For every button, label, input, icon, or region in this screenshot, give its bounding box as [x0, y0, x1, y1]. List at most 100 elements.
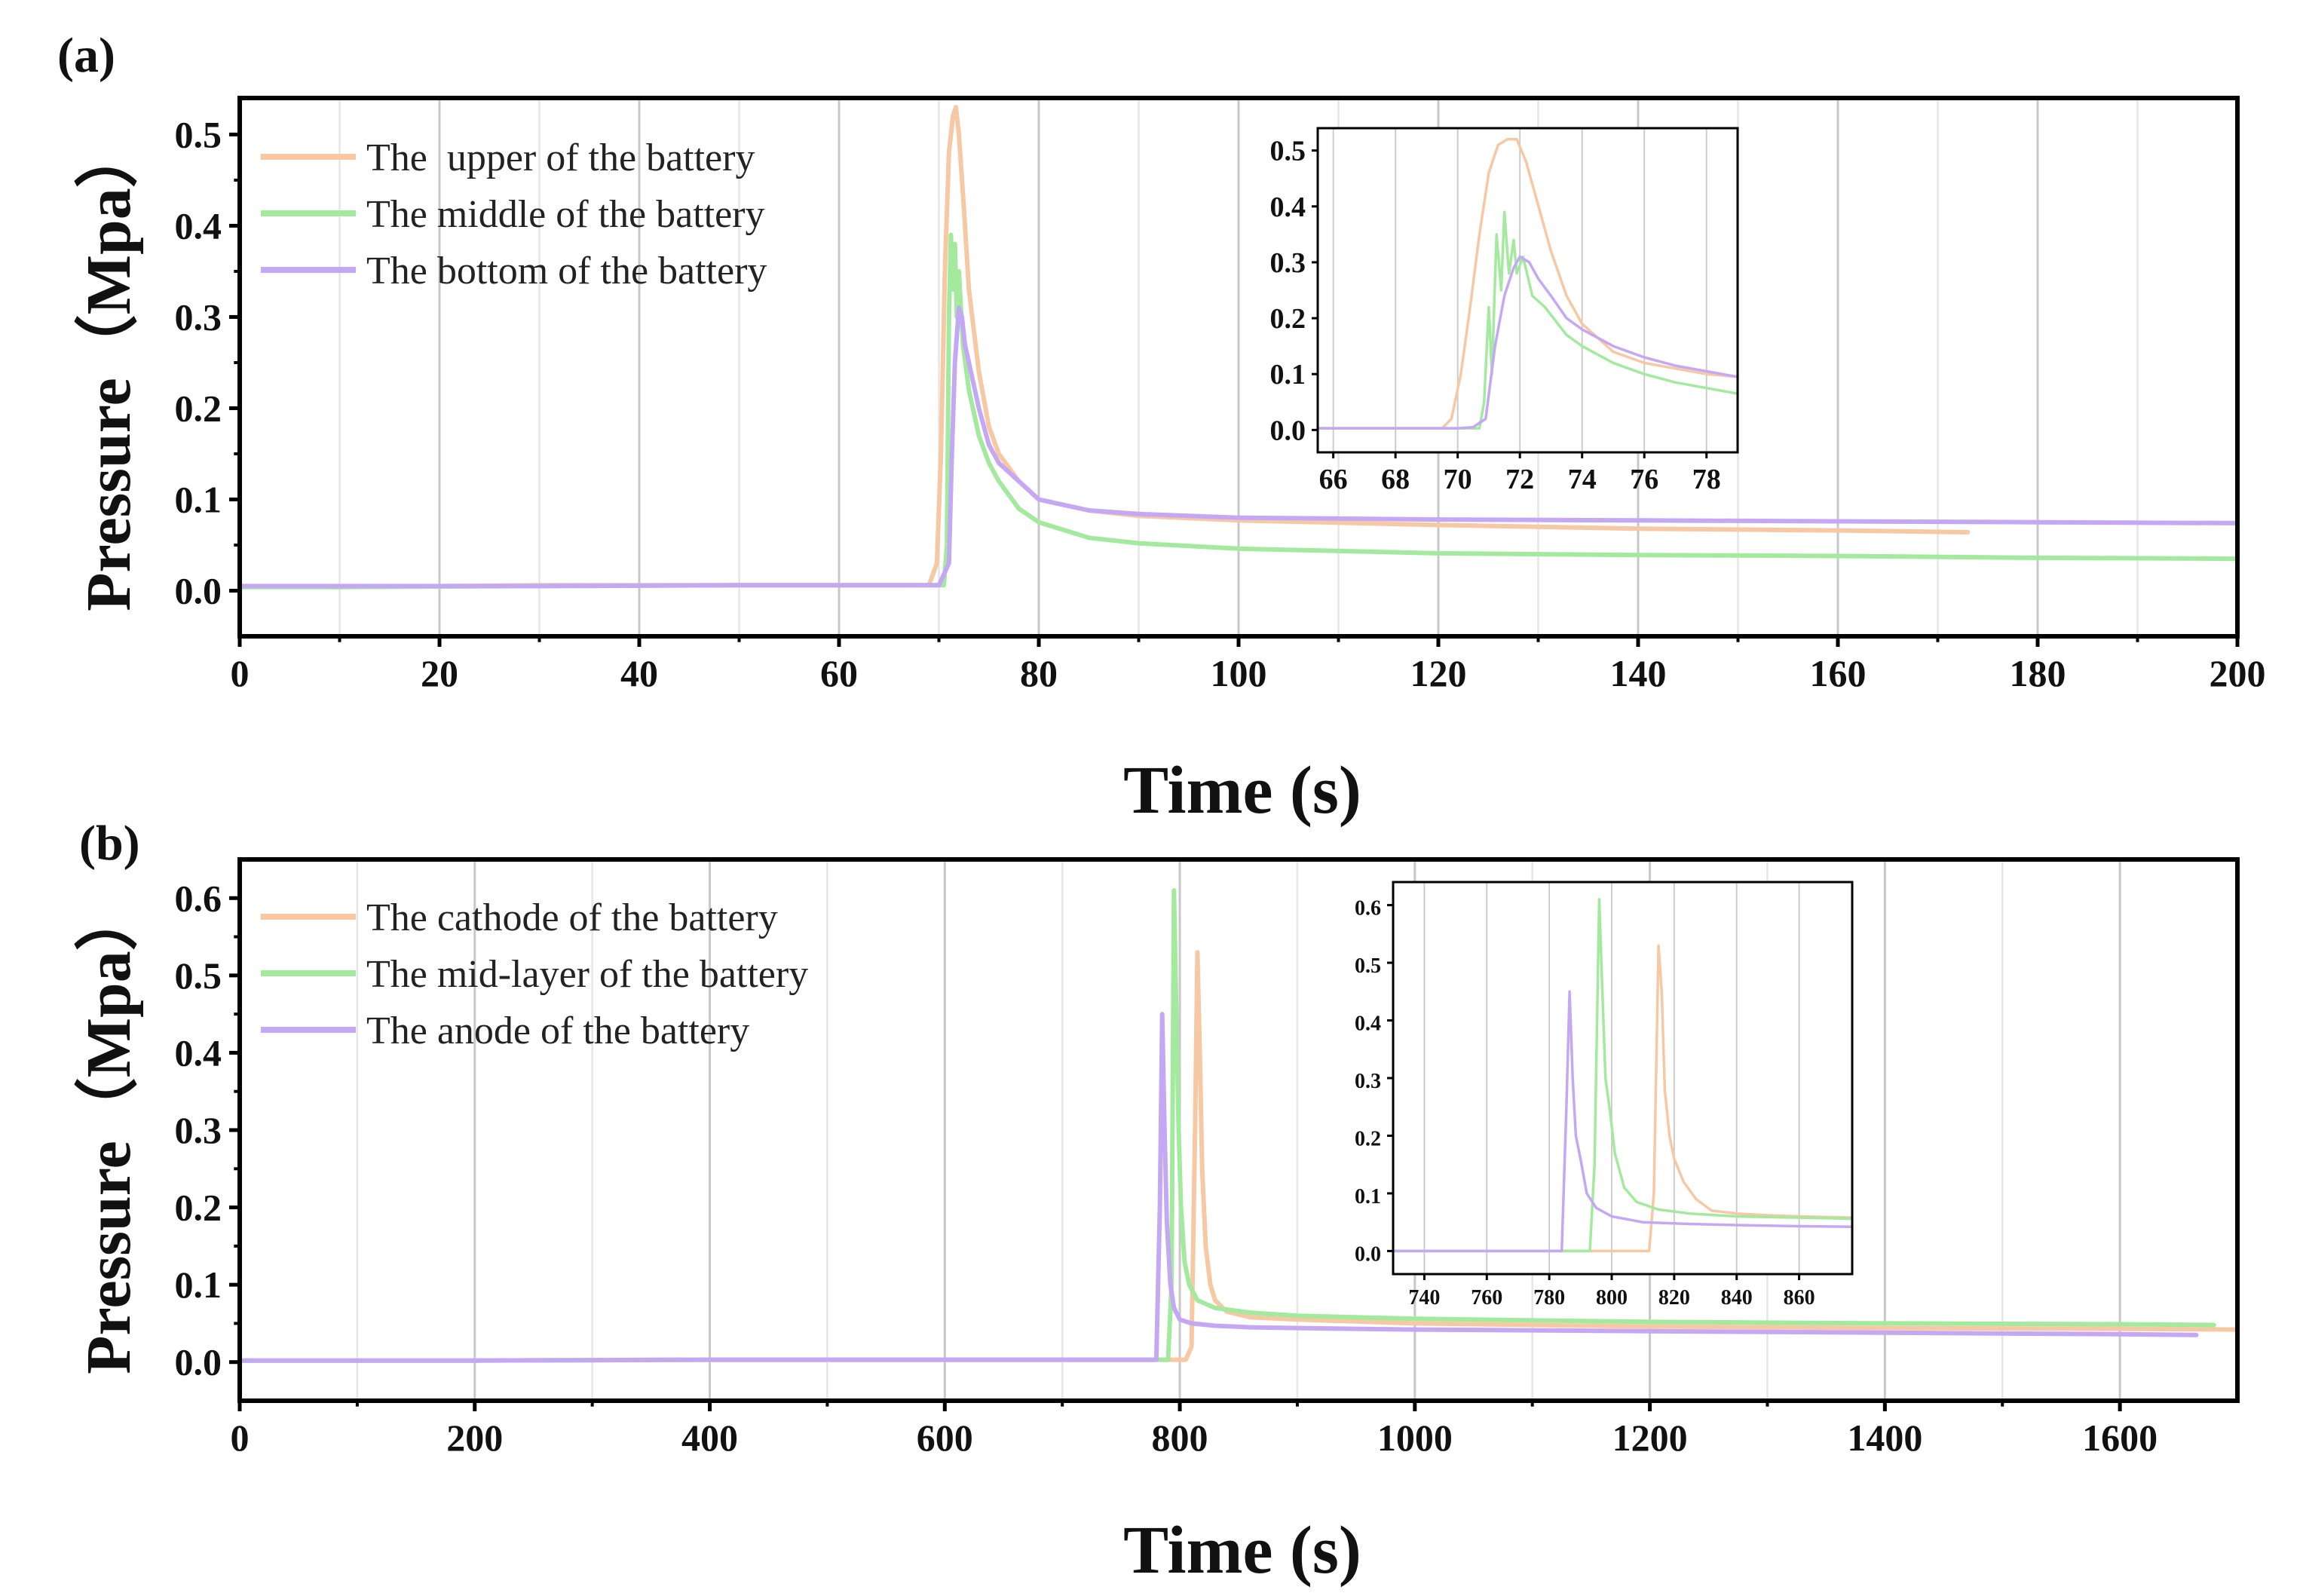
legend-label-bottom: The bottom of the battery [366, 250, 767, 293]
x-tick-label: 200 [446, 1417, 503, 1459]
inset-series-line-1 [1316, 138, 1739, 430]
inset-y-tick-label: 0.3 [1270, 247, 1306, 279]
legend-label-middle: The middle of the battery [366, 193, 764, 236]
inset-y-tick-label: 0.0 [1270, 415, 1306, 446]
panel-a: (a) 0.0 0.1 0.2 0.3 0.4 0.5 0 20 40 60 80 100 120 14… [57, 28, 2266, 828]
x-tick-label: 1400 [1847, 1417, 1922, 1459]
legend-label-mid-layer: The mid-layer of the battery [366, 953, 808, 996]
inset-x-tick-label: 74 [1568, 464, 1597, 495]
x-tick-label: 100 [1211, 652, 1267, 694]
inset-series-layer [1392, 898, 1854, 1253]
inset-y-tick-label: 0.6 [1355, 897, 1381, 921]
inset-y-tick-label: 0.2 [1355, 1127, 1381, 1150]
y-tick-label: 0.2 [175, 1187, 222, 1229]
x-tick-label: 60 [820, 652, 858, 694]
legend-label-upper: The upper of the battery [366, 136, 755, 179]
inset-y-tick-label: 0.5 [1270, 136, 1306, 167]
legend-label-cathode: The cathode of the battery [366, 896, 778, 939]
series-line-1 [237, 105, 1971, 590]
x-tick-label: 40 [620, 652, 658, 694]
y-tick-label: 0.1 [175, 478, 222, 520]
inset-grid [1332, 128, 1707, 452]
x-tick-label: 20 [421, 652, 458, 694]
inset-y-tick-label: 0.1 [1270, 359, 1306, 391]
inset-background [1393, 882, 1852, 1274]
x-tick-label: 0 [231, 1417, 250, 1459]
inset-x-tick-label: 800 [1596, 1286, 1628, 1310]
y-tick-label: 0.0 [175, 569, 222, 611]
x-tick-label: 120 [1410, 652, 1467, 694]
y-axis-label: Pressure（Mpa） [74, 124, 144, 611]
series-line-3 [237, 305, 2240, 589]
x-tick-label: 140 [1610, 652, 1667, 694]
series-layer [237, 888, 2240, 1363]
inset-x-tick-label: 820 [1658, 1286, 1690, 1310]
inset-y-tick-label: 0.0 [1355, 1242, 1381, 1266]
panel-label: (b) [79, 816, 140, 871]
x-tick-label: 160 [1810, 652, 1867, 694]
inset-x-tick-label: 68 [1381, 464, 1410, 495]
y-axis-label: Pressure（Mpa） [74, 887, 144, 1374]
inset-x-tick-label: 780 [1533, 1286, 1565, 1310]
inset-x-tick-label: 760 [1471, 1286, 1502, 1310]
y-tick-label: 0.4 [175, 1031, 222, 1074]
inset-x-tick-label: 840 [1721, 1286, 1753, 1310]
x-axis: 0 20 40 60 80 100 120 140 160 180 200 [231, 636, 2266, 694]
inset-chart: 0.0 0.1 0.2 0.3 0.4 0.5 0.6 740 760 780 800 820 840… [1355, 881, 1854, 1310]
inset-x-tick-label: 860 [1784, 1286, 1815, 1310]
y-axis: 0.0 0.1 0.2 0.3 0.4 0.5 0.6 [175, 877, 240, 1383]
y-tick-label: 0.2 [175, 387, 222, 429]
inset-series-line-2 [1392, 898, 1854, 1253]
inset-y-tick-label: 0.5 [1355, 954, 1381, 978]
panel-label: (a) [57, 28, 115, 83]
inset-series-line-1 [1392, 944, 1854, 1253]
inset-y-tick-label: 0.1 [1355, 1185, 1381, 1208]
inset-y-tick-label: 0.3 [1355, 1070, 1381, 1093]
grid [356, 859, 2121, 1401]
y-tick-label: 0.5 [175, 954, 222, 997]
plot-frame [237, 857, 2240, 1403]
inset-y-axis: 0.0 0.1 0.2 0.3 0.4 0.5 [1270, 136, 1318, 446]
x-tick-label: 800 [1152, 1417, 1208, 1459]
legend: The upper of the battery The middle of t… [261, 136, 767, 293]
inset-x-tick-label: 76 [1630, 464, 1658, 495]
panel-b: (b) 0.0 0.1 0.2 0.3 0.4 0.5 0.6 0 200 400 600 800 1… [74, 816, 2240, 1588]
y-axis: 0.0 0.1 0.2 0.3 0.4 0.5 [175, 113, 240, 611]
y-tick-label: 0.3 [175, 1109, 222, 1151]
y-tick-label: 0.4 [175, 204, 222, 247]
legend-label-anode: The anode of the battery [366, 1009, 749, 1052]
inset-y-tick-label: 0.4 [1270, 191, 1306, 223]
inset-grid [1423, 882, 1800, 1274]
inset-series-line-3 [1392, 990, 1854, 1253]
x-axis-label: Time (s) [1123, 753, 1361, 828]
inset-series-layer [1316, 138, 1739, 430]
x-tick-label: 1200 [1612, 1417, 1688, 1459]
inset-chart: 0.0 0.1 0.2 0.3 0.4 0.5 66 68 70 72 74 76 78 [1270, 127, 1739, 495]
inset-x-tick-label: 66 [1319, 464, 1348, 495]
x-tick-label: 80 [1020, 652, 1058, 694]
y-tick-label: 0.1 [175, 1264, 222, 1306]
x-tick-label: 180 [2010, 652, 2066, 694]
inset-x-axis: 740 760 780 800 820 840 860 [1408, 1274, 1815, 1310]
y-tick-label: 0.5 [175, 113, 222, 155]
y-tick-label: 0.3 [175, 296, 222, 338]
series-layer [237, 105, 2240, 590]
inset-x-axis: 66 68 70 72 74 76 78 [1319, 452, 1721, 495]
inset-series-line-2 [1316, 210, 1739, 430]
x-tick-label: 400 [681, 1417, 738, 1459]
x-axis: 0 200 400 600 800 1000 1200 1400 1600 [231, 1401, 2158, 1459]
inset-y-tick-label: 0.2 [1270, 303, 1306, 335]
series-line-3 [237, 1012, 2199, 1363]
x-tick-label: 200 [2210, 652, 2266, 694]
x-tick-label: 600 [917, 1417, 973, 1459]
x-tick-label: 1000 [1377, 1417, 1453, 1459]
inset-frame [1316, 127, 1739, 454]
y-tick-label: 0.0 [175, 1341, 222, 1383]
legend: The cathode of the battery The mid-layer… [261, 896, 808, 1052]
inset-series-line-3 [1316, 255, 1739, 430]
inset-y-axis: 0.0 0.1 0.2 0.3 0.4 0.5 0.6 [1355, 897, 1393, 1266]
inset-x-tick-label: 78 [1692, 464, 1721, 495]
x-tick-label: 0 [231, 652, 250, 694]
y-tick-label: 0.6 [175, 877, 222, 919]
